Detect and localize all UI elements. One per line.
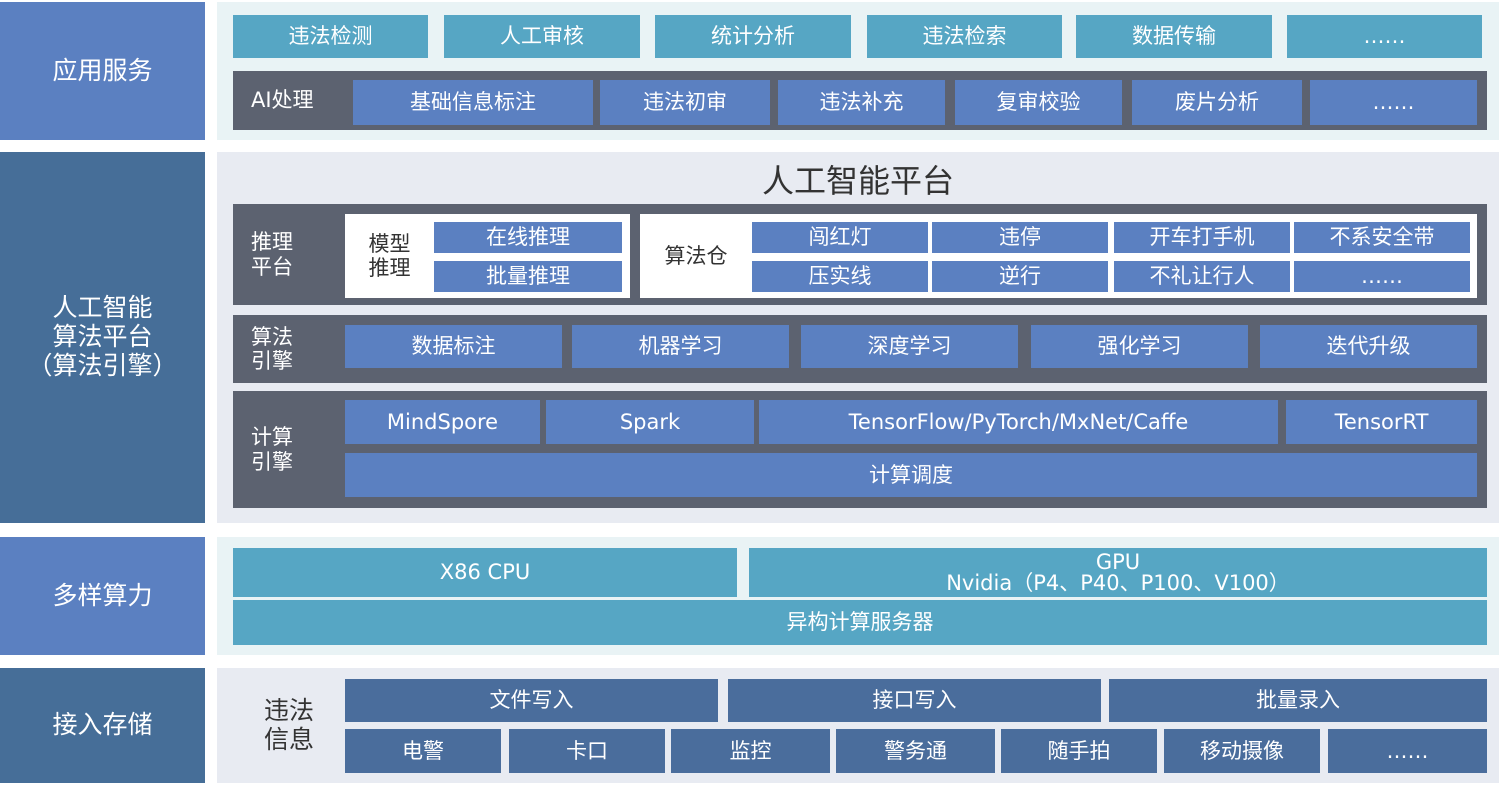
gpu-box: GPU Nvidia（P4、P40、P100、V100） [749,548,1487,597]
layer-label-ai-platform: 人工智能 算法平台 （算法引擎） [0,152,205,523]
ai-item: 基础信息标注 [353,80,593,125]
algorithm-repo-label: 算法仓 [664,243,728,268]
ai-item: 废片分析 [1132,80,1302,125]
compute-scheduler: 计算调度 [345,453,1477,497]
app-item: 数据传输 [1076,15,1272,58]
ai-item: …… [1310,80,1477,125]
source-item: 警务通 [836,729,995,773]
algo-engine-item: 迭代升级 [1260,325,1477,368]
algorithm-item: 不礼让行人 [1114,261,1290,292]
algo-engine-item: 强化学习 [1031,325,1248,368]
violation-info-label: 违法 信息 [263,696,314,754]
algo-engine-item: 数据标注 [345,325,562,368]
ai-item: 复审校验 [955,80,1122,125]
framework-item: TensorRT [1286,400,1477,444]
source-item: 卡口 [509,729,665,773]
framework-item: TensorFlow/PyTorch/MxNet/Caffe [759,400,1278,444]
algo-engine-item: 深度学习 [801,325,1018,368]
source-item: 监控 [671,729,830,773]
source-item: 电警 [345,729,501,773]
algorithm-item: 闯红灯 [752,222,928,253]
model-item: 批量推理 [434,261,622,292]
layer-label-storage: 接入存储 [0,668,205,783]
algo-engine-item: 机器学习 [572,325,789,368]
inference-label: 推理 平台 [251,230,293,279]
app-item: 统计分析 [655,15,851,58]
server-box: 异构计算服务器 [233,600,1487,645]
framework-item: Spark [546,400,754,444]
algorithm-item: 逆行 [932,261,1108,292]
write-item: 批量录入 [1109,679,1487,722]
algorithm-item: 违停 [932,222,1108,253]
algorithm-item: 开车打手机 [1114,222,1290,253]
app-item: …… [1287,15,1482,58]
algorithm-item: 不系安全带 [1294,222,1470,253]
write-item: 接口写入 [728,679,1101,722]
ai-platform-title: 人工智能平台 [761,161,954,200]
app-item: 违法检索 [867,15,1062,58]
algo-engine-label: 算法 引擎 [251,324,293,373]
algorithm-item: 压实线 [752,261,928,292]
model-inference-label: 模型 推理 [368,231,411,280]
source-item: 移动摄像 [1164,729,1320,773]
app-item: 违法检测 [233,15,428,58]
write-item: 文件写入 [345,679,718,722]
ai-processing-label: AI处理 [251,88,314,113]
compute-engine-label: 计算 引擎 [251,425,293,474]
framework-item: MindSpore [345,400,540,444]
algorithm-item: …… [1294,261,1470,292]
source-item: 随手拍 [1001,729,1157,773]
ai-item: 违法补充 [778,80,945,125]
model-item: 在线推理 [434,222,622,253]
app-item: 人工审核 [444,15,640,58]
ai-item: 违法初审 [600,80,770,125]
layer-label-app: 应用服务 [0,2,205,140]
source-item: …… [1328,729,1487,773]
cpu-box: X86 CPU [233,548,737,597]
layer-label-compute: 多样算力 [0,537,205,655]
